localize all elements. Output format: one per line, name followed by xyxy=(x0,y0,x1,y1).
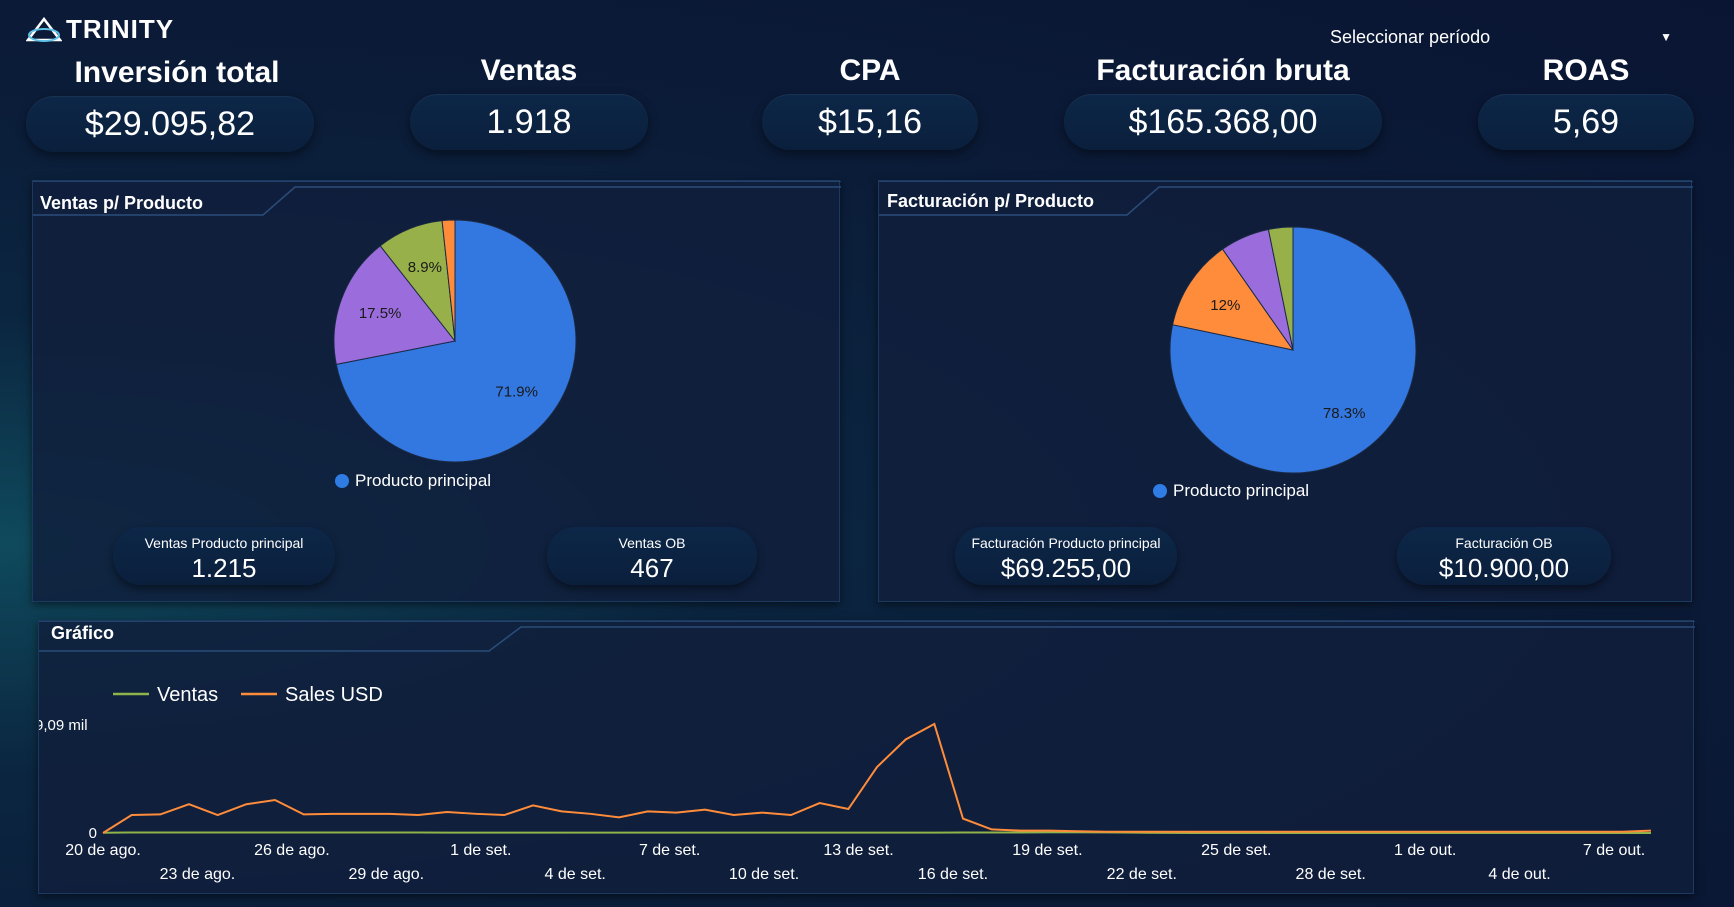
x-tick-label: 22 de set. xyxy=(1107,866,1177,883)
sub-kpi-value: $69.255,00 xyxy=(1000,553,1132,583)
legend-dot-icon xyxy=(1153,484,1167,498)
sub-kpi-value: 1.215 xyxy=(191,553,257,583)
pie-chart-facturacion[interactable]: 78.3% 12% xyxy=(879,181,1693,481)
pie-legend-item: Producto principal xyxy=(1153,481,1309,501)
period-select[interactable]: Seleccionar período ▼ xyxy=(1330,22,1680,52)
sub-kpi-label: Ventas Producto principal xyxy=(144,535,304,551)
sub-kpi-ventas-principal: Ventas Producto principal 1.215 xyxy=(113,527,335,585)
brand-name: TRINITY xyxy=(66,14,175,44)
x-tick-label: 4 de out. xyxy=(1488,866,1550,883)
x-tick-label: 23 de ago. xyxy=(160,866,236,883)
x-tick-label: 20 de ago. xyxy=(65,842,141,859)
pie-chart-ventas[interactable]: 71.9% 17.5% 8.9% xyxy=(33,181,841,471)
panel-grafico: Gráfico Ventas Sales USD 0 9,09 mil 20 de ag… xyxy=(38,620,1695,895)
pie-slice-label: 71.9% xyxy=(495,384,538,401)
pie-slice[interactable] xyxy=(333,245,456,366)
panel-title: Facturación p/ Producto xyxy=(887,191,1095,211)
pie-slice-label: 78.3% xyxy=(1323,405,1366,422)
kpi-value: 5,69 xyxy=(1478,94,1694,150)
legend-dot-icon xyxy=(335,474,349,488)
kpi-inversion-total: Inversión total $29.095,82 xyxy=(26,56,314,152)
kpi-value: $165.368,00 xyxy=(1064,94,1382,150)
series-line[interactable] xyxy=(102,722,1652,834)
line-chart[interactable]: Ventas Sales USD 0 9,09 mil 20 de ago. 23 de … xyxy=(39,621,1695,895)
sub-kpi-facturacion-principal: Facturación Producto principal $69.255,0… xyxy=(955,527,1177,585)
kpi-label: ROAS xyxy=(1542,54,1630,87)
brand-logo: TRINITY xyxy=(26,14,174,45)
x-tick-label: 28 de set. xyxy=(1296,866,1366,883)
pie-slice-label: 12% xyxy=(1210,297,1240,314)
kpi-roas: ROAS 5,69 xyxy=(1478,54,1694,150)
x-tick-label: 1 de set. xyxy=(450,842,511,859)
x-tick-label: 1 de out. xyxy=(1394,842,1456,859)
sub-kpi-facturacion-ob: Facturación OB $10.900,00 xyxy=(1397,527,1611,585)
sub-kpi-label: Facturación OB xyxy=(1455,535,1553,551)
sub-kpi-label: Facturación Producto principal xyxy=(971,535,1161,551)
period-select-label: Seleccionar período xyxy=(1330,26,1491,47)
pie-slice-label: 17.5% xyxy=(359,305,402,322)
pie-slice[interactable] xyxy=(335,219,577,463)
x-tick-label: 26 de ago. xyxy=(254,842,330,859)
kpi-cpa: CPA $15,16 xyxy=(762,54,978,150)
kpi-value: $15,16 xyxy=(762,94,978,150)
sub-kpi-value: 467 xyxy=(630,553,674,583)
x-tick-label: 25 de set. xyxy=(1201,842,1271,859)
sub-kpi-label: Ventas OB xyxy=(618,535,686,551)
pie-slice-label: 8.9% xyxy=(408,259,442,276)
y-tick-label: 9,09 mil xyxy=(39,717,88,734)
kpi-value: 1.918 xyxy=(410,94,648,150)
trinity-logo-icon xyxy=(26,16,62,42)
sub-kpi-ventas-ob: Ventas OB 467 xyxy=(547,527,757,585)
panel-facturacion-producto: Facturación p/ Producto 78.3% 12% Product… xyxy=(878,180,1693,602)
sub-kpi-value: $10.900,00 xyxy=(1438,553,1570,583)
panel-header-notch xyxy=(33,181,841,216)
kpi-facturacion-bruta: Facturación bruta $165.368,00 xyxy=(1064,54,1382,150)
x-tick-label: 4 de set. xyxy=(545,866,606,883)
y-tick-label: 0 xyxy=(89,825,97,842)
panel-title: Ventas p/ Producto xyxy=(40,193,204,213)
kpi-ventas: Ventas 1.918 xyxy=(410,54,648,150)
pie-slice[interactable] xyxy=(1172,248,1295,351)
pie-slice[interactable] xyxy=(441,219,456,342)
kpi-label: Ventas xyxy=(480,54,578,87)
x-tick-label: 10 de set. xyxy=(729,866,799,883)
legend-label: Sales USD xyxy=(285,684,383,706)
pie-legend-item: Producto principal xyxy=(335,471,491,491)
x-tick-label: 7 de set. xyxy=(639,842,700,859)
x-tick-label: 16 de set. xyxy=(918,866,988,883)
kpi-label: Facturación bruta xyxy=(1096,54,1350,87)
legend-label: Ventas xyxy=(157,684,218,706)
panel-ventas-producto: Ventas p/ Producto 71.9% 17.5% 8.9% Produc… xyxy=(32,180,841,602)
kpi-label: Inversión total xyxy=(74,56,280,89)
panel-title: Gráfico xyxy=(51,623,115,643)
x-tick-label: 13 de set. xyxy=(823,842,893,859)
panel-header-notch xyxy=(39,621,1695,652)
panel-header-notch xyxy=(879,181,1693,216)
legend-label: Producto principal xyxy=(1173,481,1310,500)
kpi-value: $29.095,82 xyxy=(26,96,314,152)
series-line[interactable] xyxy=(102,831,1651,834)
x-tick-label: 7 de out. xyxy=(1583,842,1645,859)
pie-slice[interactable] xyxy=(1267,226,1294,351)
chevron-down-icon: ▼ xyxy=(1660,30,1672,44)
legend-label: Producto principal xyxy=(355,471,492,490)
x-tick-label: 29 de ago. xyxy=(349,866,425,883)
x-tick-label: 19 de set. xyxy=(1012,842,1082,859)
kpi-label: CPA xyxy=(839,54,901,87)
